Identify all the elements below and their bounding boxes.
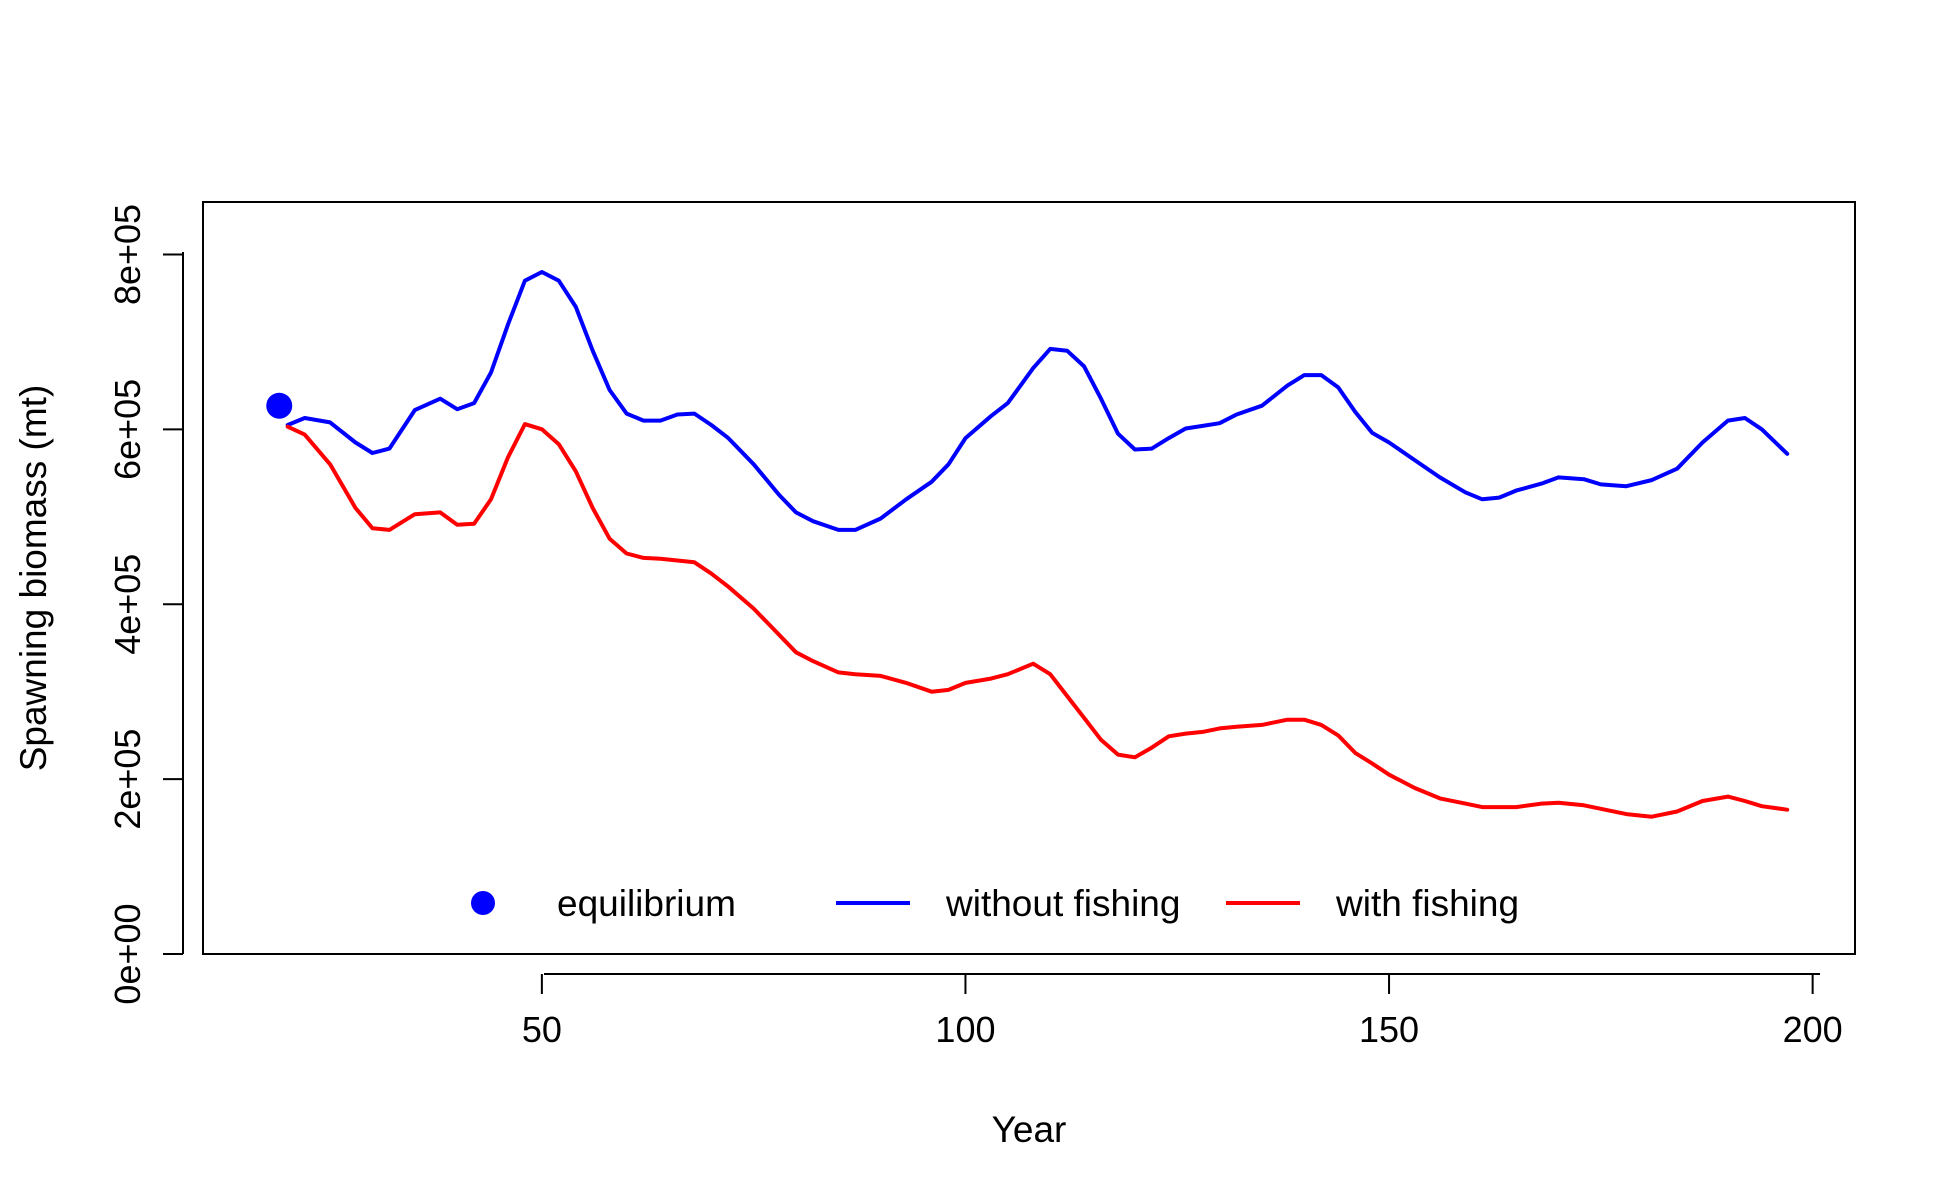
x-tick-label: 100 bbox=[935, 1009, 995, 1050]
y-tick-label: 2e+05 bbox=[107, 729, 148, 830]
legend-label-without-fishing: without fishing bbox=[945, 883, 1180, 924]
series-line-without-fishing bbox=[285, 270, 1790, 532]
legend: equilibrium without fishing with fishing bbox=[471, 883, 1519, 924]
x-axis-title: Year bbox=[992, 1109, 1067, 1150]
plot-frame bbox=[202, 201, 1856, 955]
y-axis-title: Spawning biomass (mt) bbox=[13, 385, 54, 772]
x-axis: 50 100 150 200 bbox=[522, 973, 1843, 1050]
y-axis: 0e+00 2e+05 4e+05 6e+05 8e+05 bbox=[107, 204, 184, 1005]
points-layer bbox=[266, 392, 293, 419]
legend-label-with-fishing: with fishing bbox=[1335, 883, 1519, 924]
series-line-with-fishing bbox=[285, 422, 1790, 819]
y-tick-label: 0e+00 bbox=[107, 903, 148, 1004]
y-tick-label: 8e+05 bbox=[107, 204, 148, 305]
legend-swatch-equilibrium bbox=[471, 891, 495, 915]
legend-label-equilibrium: equilibrium bbox=[557, 883, 736, 924]
x-tick-label: 50 bbox=[522, 1009, 562, 1050]
series-layer bbox=[285, 270, 1790, 819]
x-tick-label: 200 bbox=[1783, 1009, 1843, 1050]
point-equilibrium bbox=[266, 392, 293, 419]
y-tick-label: 6e+05 bbox=[107, 379, 148, 480]
x-tick-label: 150 bbox=[1359, 1009, 1419, 1050]
y-tick-label: 4e+05 bbox=[107, 554, 148, 655]
